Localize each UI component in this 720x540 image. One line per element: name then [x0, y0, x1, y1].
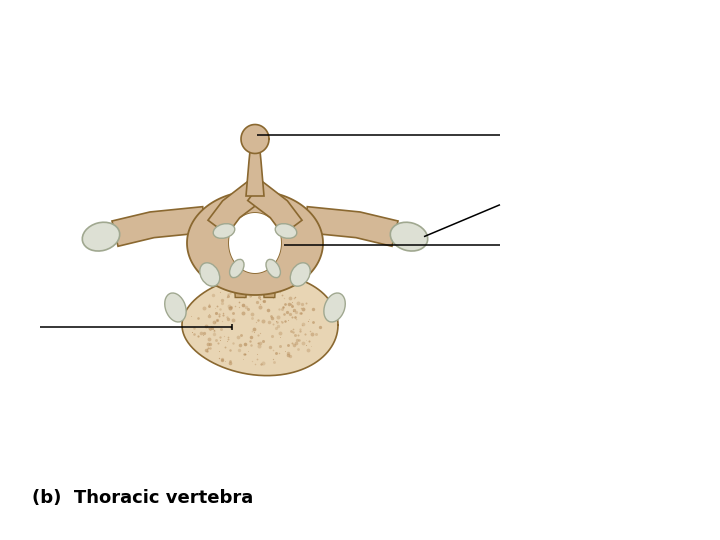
- Polygon shape: [246, 151, 264, 196]
- Polygon shape: [241, 125, 269, 153]
- Ellipse shape: [165, 293, 186, 322]
- Polygon shape: [229, 213, 281, 273]
- Ellipse shape: [275, 224, 297, 238]
- Ellipse shape: [213, 224, 235, 238]
- Ellipse shape: [82, 222, 120, 251]
- Polygon shape: [248, 181, 302, 234]
- Ellipse shape: [199, 263, 220, 286]
- Ellipse shape: [290, 263, 310, 286]
- Polygon shape: [262, 257, 276, 298]
- Ellipse shape: [230, 259, 244, 278]
- Ellipse shape: [390, 222, 428, 251]
- PathPatch shape: [187, 191, 323, 295]
- Polygon shape: [208, 181, 262, 234]
- Polygon shape: [182, 274, 338, 376]
- Ellipse shape: [266, 259, 280, 278]
- Ellipse shape: [324, 293, 346, 322]
- Polygon shape: [233, 257, 248, 298]
- Polygon shape: [112, 207, 205, 246]
- Polygon shape: [305, 207, 398, 246]
- Text: (b)  Thoracic vertebra: (b) Thoracic vertebra: [32, 489, 253, 507]
